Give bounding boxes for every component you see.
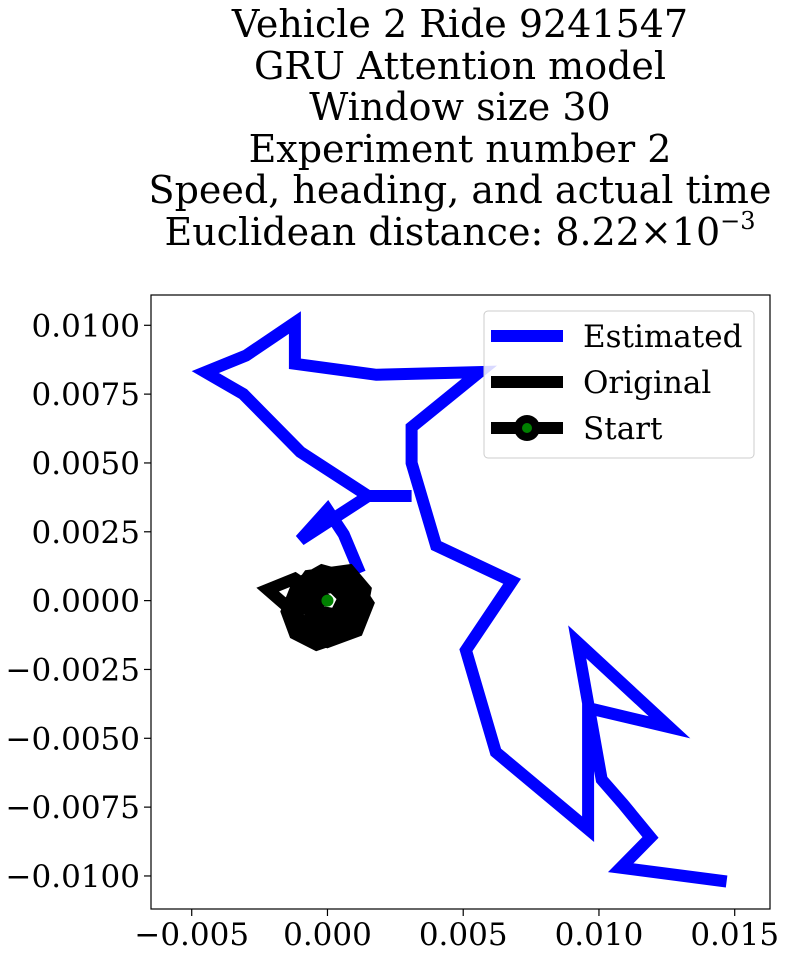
plot-frame (150, 294, 771, 910)
legend-box (483, 310, 755, 459)
y-tick-label: −0.0075 (6, 790, 140, 826)
chart-title: Vehicle 2 Ride 9241547 GRU Attention mod… (0, 2, 786, 254)
x-tick-label: 0.000 (283, 917, 372, 953)
y-tick-label: −0.0100 (6, 859, 140, 895)
y-tick-label: −0.0050 (6, 721, 140, 757)
y-tick-label: 0.0025 (32, 515, 140, 551)
title-line: Vehicle 2 Ride 9241547 (231, 2, 689, 46)
title-line: Experiment number 2 (248, 126, 672, 171)
legend: Estimated Original Start (483, 310, 755, 459)
axis-layer: −0.005 0.000 0.005 0.010 0.015 0.0100 0.0075 0.… (6, 308, 780, 953)
y-tick-label: 0.0050 (32, 446, 140, 482)
y-tick-label: 0.0100 (32, 308, 140, 344)
legend-label-estimated: Estimated (583, 319, 742, 355)
x-tick-label: 0.005 (419, 917, 508, 953)
y-tick-label: −0.0025 (6, 652, 140, 688)
title-distance-line: Euclidean distance: 8.22×10−3 (0, 209, 786, 254)
title-distance-times: ×10 (639, 209, 721, 254)
series-line-original (256, 563, 375, 652)
legend-label-original: Original (583, 365, 711, 401)
y-tick-label: 0.0075 (32, 377, 140, 413)
series-layer (191, 311, 728, 888)
title-distance-exponent: −3 (720, 206, 756, 235)
x-tick-label: 0.015 (690, 917, 779, 953)
x-tick-label: 0.010 (555, 917, 644, 953)
series-line-estimated (191, 311, 728, 888)
x-tick-label: −0.005 (134, 917, 249, 953)
series-marker-start (321, 594, 334, 607)
legend-marker-inner (522, 423, 532, 433)
title-distance-prefix: Euclidean distance: 8.22 (164, 209, 640, 254)
legend-label-start: Start (583, 411, 663, 447)
title-line: Speed, heading, and actual time (148, 168, 772, 212)
title-line: Window size 30 (309, 85, 611, 129)
y-tick-label: 0.0000 (32, 584, 140, 620)
title-line: GRU Attention model (253, 43, 667, 88)
